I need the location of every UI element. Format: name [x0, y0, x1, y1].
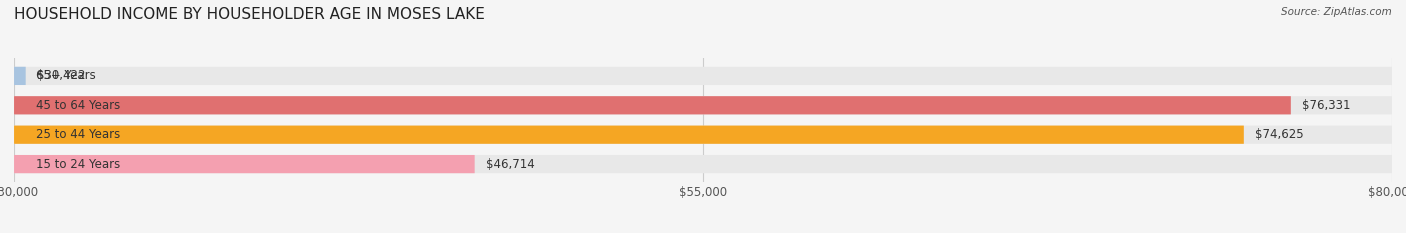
Text: Source: ZipAtlas.com: Source: ZipAtlas.com: [1281, 7, 1392, 17]
Text: 15 to 24 Years: 15 to 24 Years: [37, 158, 121, 171]
FancyBboxPatch shape: [14, 155, 1392, 173]
Text: $74,625: $74,625: [1254, 128, 1303, 141]
Text: $46,714: $46,714: [485, 158, 534, 171]
Text: $76,331: $76,331: [1302, 99, 1350, 112]
Text: HOUSEHOLD INCOME BY HOUSEHOLDER AGE IN MOSES LAKE: HOUSEHOLD INCOME BY HOUSEHOLDER AGE IN M…: [14, 7, 485, 22]
FancyBboxPatch shape: [14, 96, 1291, 114]
FancyBboxPatch shape: [14, 96, 1392, 114]
FancyBboxPatch shape: [14, 126, 1392, 144]
FancyBboxPatch shape: [14, 67, 25, 85]
FancyBboxPatch shape: [14, 126, 1244, 144]
FancyBboxPatch shape: [14, 67, 1392, 85]
Text: 65+ Years: 65+ Years: [37, 69, 96, 82]
Text: $30,422: $30,422: [37, 69, 86, 82]
Text: 45 to 64 Years: 45 to 64 Years: [37, 99, 121, 112]
FancyBboxPatch shape: [14, 155, 475, 173]
Text: 25 to 44 Years: 25 to 44 Years: [37, 128, 121, 141]
